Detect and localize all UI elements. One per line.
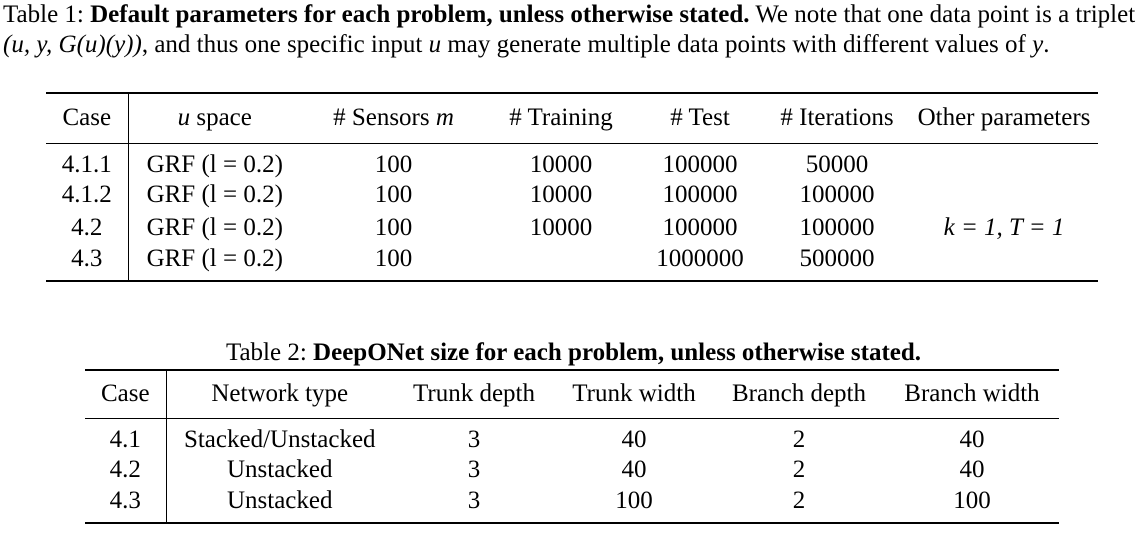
table1-cell-case: 4.2 [46, 211, 129, 245]
table2-header-network-type: Network type [211, 380, 349, 408]
table1-caption-text-1: We note that one data point is a triplet [755, 1, 1136, 28]
table2-cell-trunk-depth: 3 [467, 456, 481, 483]
table1-caption-math-3: y [1032, 31, 1044, 58]
table-row: 4.1.2 GRF (l = 0.2) 100 10000 100000 100… [46, 178, 1098, 212]
table2-header-trunk-width: Trunk width [572, 380, 696, 408]
table2-cell-trunk-depth: 3 [467, 425, 481, 453]
table1-cell-sensors: 100 [374, 244, 413, 272]
table1-cell-training: 10000 [529, 214, 593, 241]
table2-cell-branch-depth: 2 [792, 425, 806, 453]
table1-caption-math-2: u [428, 31, 442, 58]
table1-cell-u-space: GRF (l = 0.2) [146, 150, 283, 178]
table2: Case Network type Trunk depth Trunk widt… [85, 369, 1059, 524]
table-row: 4.1 Stacked/Unstacked 3 40 2 40 [85, 418, 1059, 454]
table2-caption-title: DeepONet size for each problem, unless o… [313, 339, 922, 366]
table-row: 4.3 Unstacked 3 100 2 100 [85, 486, 1059, 523]
table1-header-sensors: # Sensors m [301, 93, 486, 143]
table2-caption-label: Table 2: [225, 339, 307, 366]
table1-header-u-text: space [196, 104, 252, 132]
table1-header-u-space: u space [128, 93, 301, 143]
table2-cell-branch-depth: 2 [792, 486, 806, 514]
table1-cell-test: 100000 [662, 181, 738, 208]
table1-cell-other [910, 143, 1098, 179]
table1-caption-text-2: , and thus one specific input [141, 31, 423, 58]
table2-cell-branch-depth: 2 [792, 456, 806, 483]
table1-header-sensors-var: m [435, 104, 454, 132]
table2-header-branch-depth: Branch depth [732, 380, 866, 408]
table1-cell-training: 10000 [529, 181, 593, 208]
table1-cell-iterations: 500000 [799, 244, 875, 272]
table2-cell-trunk-width: 40 [621, 456, 647, 483]
table1-header-row: Case u space # Sensors m # Training # Te… [46, 93, 1098, 143]
table2-header-trunk-depth: Trunk depth [412, 380, 535, 408]
table2-cell-case: 4.3 [85, 486, 167, 523]
table1: Case u space # Sensors m # Training # Te… [46, 92, 1098, 282]
table2-cell-network-type: Stacked/Unstacked [183, 425, 376, 453]
table1-header-test: # Test [670, 104, 730, 132]
table-row: 4.2 GRF (l = 0.2) 100 10000 100000 10000… [46, 211, 1098, 245]
table1-cell-other [910, 179, 1098, 212]
table2-cell-case: 4.1 [85, 418, 167, 454]
table2-header-branch-width: Branch width [904, 380, 1040, 408]
table1-cell-iterations: 100000 [799, 181, 875, 208]
table1-cell-other [910, 245, 1098, 281]
table2-header-case: Case [85, 370, 167, 418]
table1-cell-other: k = 1, T = 1 [943, 214, 1065, 241]
table1-caption: Table 1: Default parameters for each pro… [3, 0, 1145, 60]
table2-cell-branch-width: 40 [959, 425, 985, 453]
table2-header-row: Case Network type Trunk depth Trunk widt… [85, 370, 1059, 418]
table2-cell-trunk-depth: 3 [467, 486, 481, 514]
table-row: 4.2 Unstacked 3 40 2 40 [85, 453, 1059, 487]
table1-cell-case: 4.1.1 [46, 143, 129, 179]
table2-cell-branch-width: 40 [959, 456, 985, 483]
table1-caption-label: Table 1: [3, 1, 84, 28]
table1-cell-training: 10000 [529, 150, 593, 178]
table2-cell-branch-width: 100 [953, 486, 991, 514]
table1-cell-iterations: 50000 [805, 150, 869, 178]
table1-cell-iterations: 100000 [799, 214, 875, 241]
table1-header-case: Case [46, 93, 129, 143]
table2-cell-network-type: Unstacked [226, 456, 333, 483]
table1-cell-sensors: 100 [374, 214, 413, 241]
table2-cell-trunk-width: 40 [621, 425, 647, 453]
table1-cell-case: 4.1.2 [46, 178, 129, 212]
table1-cell-u-space: GRF (l = 0.2) [146, 181, 283, 208]
table1-caption-text-3: may generate multiple data points with d… [447, 31, 1026, 58]
table-row: 4.1.1 GRF (l = 0.2) 100 10000 100000 500… [46, 143, 1098, 179]
table1-cell-sensors: 100 [374, 150, 413, 178]
table-row: 4.3 GRF (l = 0.2) 100 1000000 500000 [46, 244, 1098, 281]
table2-cell-trunk-width: 100 [615, 486, 653, 514]
table1-caption-title: Default parameters for each problem, unl… [90, 1, 750, 28]
table1-header-training: # Training [509, 104, 613, 132]
table1-header-u-var: u [177, 104, 191, 132]
table1-header-sensors-text: # Sensors [333, 104, 430, 132]
table1-cell-u-space: GRF (l = 0.2) [146, 214, 283, 241]
table1-cell-training [486, 245, 636, 281]
table1-cell-case: 4.3 [46, 244, 129, 281]
table2-cell-network-type: Unstacked [226, 486, 333, 514]
table1-header-iterations: # Iterations [780, 104, 894, 132]
table1-cell-test: 100000 [662, 150, 738, 178]
table1-cell-test: 1000000 [656, 244, 744, 272]
table2-caption: Table 2: DeepONet size for each problem,… [0, 338, 1147, 368]
table1-caption-math-1: (u, y, G(u)(y)) [3, 31, 142, 58]
table1-cell-u-space: GRF (l = 0.2) [146, 244, 283, 272]
table1-cell-sensors: 100 [374, 181, 413, 208]
table1-caption-text-4: . [1043, 31, 1050, 58]
table2-cell-case: 4.2 [85, 453, 167, 487]
table1-cell-test: 100000 [662, 214, 738, 241]
table1-header-other: Other parameters [917, 104, 1091, 132]
